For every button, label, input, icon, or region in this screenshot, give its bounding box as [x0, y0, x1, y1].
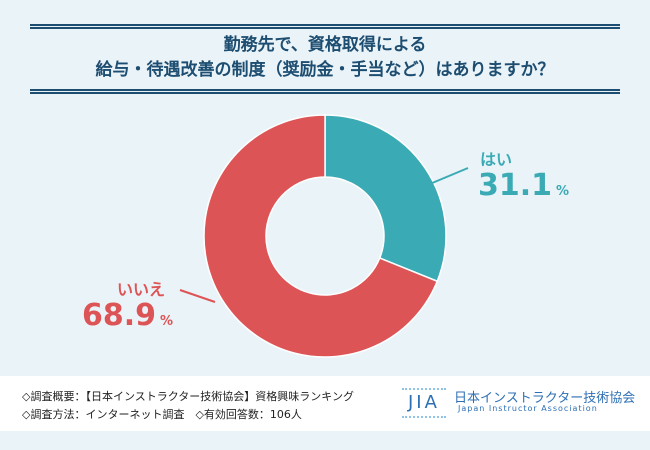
footer: ◇調査概要：【日本インストラクター技術協会】資格興味ランキング ◇調査方法：イン…: [0, 376, 650, 431]
label-yes: はい: [480, 150, 513, 169]
leader-line-0: [424, 167, 469, 187]
label-no: いいえ: [117, 280, 166, 299]
chart-title: 勤務先で、資格取得による 給与・待遇改善の制度（奨励金・手当など）はありますか？: [95, 35, 555, 80]
donut-slice-1: [203, 114, 439, 358]
donut-slice-0: [324, 114, 447, 283]
survey-overview: ◇調査概要：【日本インストラクター技術協会】資格興味ランキング: [22, 390, 354, 403]
survey-method: ◇調査方法：インターネット調査 ◇有効回答数：106人: [22, 408, 302, 421]
value-no: 68.9%: [82, 298, 174, 333]
value-yes: 31.1%: [478, 168, 570, 203]
title-rule-bottom: [30, 89, 620, 94]
title-rule-top: [30, 24, 620, 29]
jia-logo: JIA 日本インストラクター技術協会 Japan Instructor Asso…: [402, 386, 635, 418]
leader-line-1: [179, 289, 216, 303]
